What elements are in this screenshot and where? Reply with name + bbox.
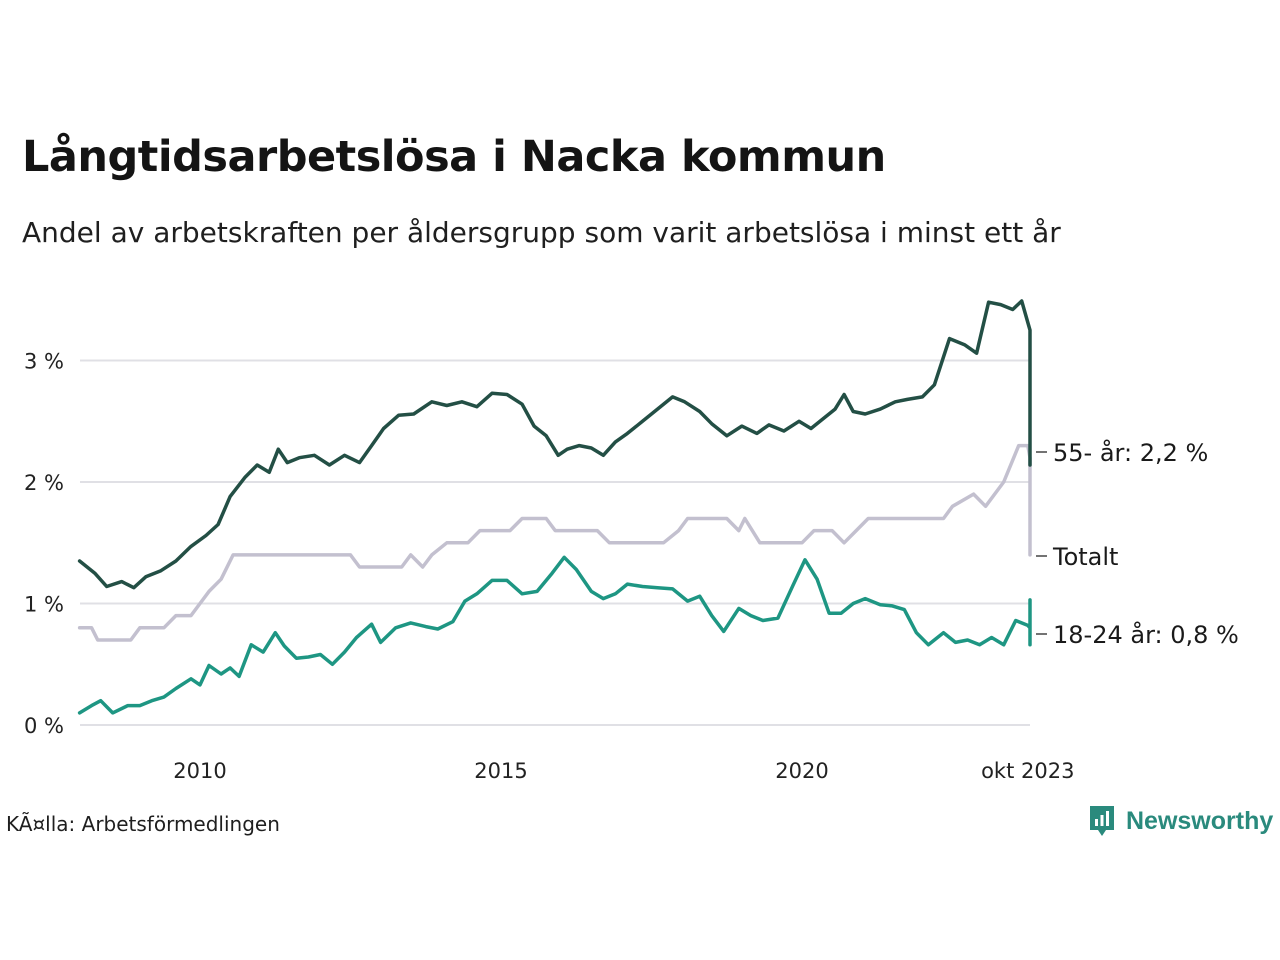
- y-tick-label: 2 %: [24, 471, 64, 495]
- x-tick-label: 2010: [173, 759, 226, 783]
- x-axis-ticks: 2010 2015 2020 okt 2023: [173, 759, 1074, 783]
- x-tick-label: 2015: [474, 759, 527, 783]
- y-tick-label: 1 %: [24, 593, 64, 617]
- brand-logo[interactable]: Newsworthy: [1088, 804, 1273, 838]
- series-lines: [77, 299, 1032, 715]
- series-line-18-24-r: [77, 555, 1032, 715]
- y-axis-ticks: 0 % 1 % 2 % 3 %: [24, 350, 64, 739]
- y-tick-label: 0 %: [24, 714, 64, 738]
- x-tick-label: 2020: [775, 759, 828, 783]
- chart-subtitle: Andel av arbetskraften per åldersgrupp s…: [22, 216, 1061, 249]
- newsworthy-logo-icon: [1090, 806, 1114, 836]
- series-end-label: 55- år: 2,2 %: [1053, 438, 1208, 467]
- y-tick-label: 3 %: [24, 350, 64, 374]
- series-end-labels: 55- år: 2,2 % Totalt 18-24 år: 0,8 %: [1036, 438, 1239, 649]
- x-tick-label: okt 2023: [981, 759, 1074, 783]
- source-credit: KÃ¤lla: Arbetsförmedlingen: [6, 812, 280, 836]
- series-line-totalt: [77, 443, 1032, 642]
- series-line-55-r: [77, 299, 1032, 590]
- series-end-label: Totalt: [1052, 543, 1118, 571]
- chart-title: Långtidsarbetslösa i Nacka kommun: [22, 132, 886, 182]
- grid-lines: [80, 359, 1030, 726]
- brand-name: Newsworthy: [1126, 806, 1274, 835]
- series-end-label: 18-24 år: 0,8 %: [1053, 620, 1239, 649]
